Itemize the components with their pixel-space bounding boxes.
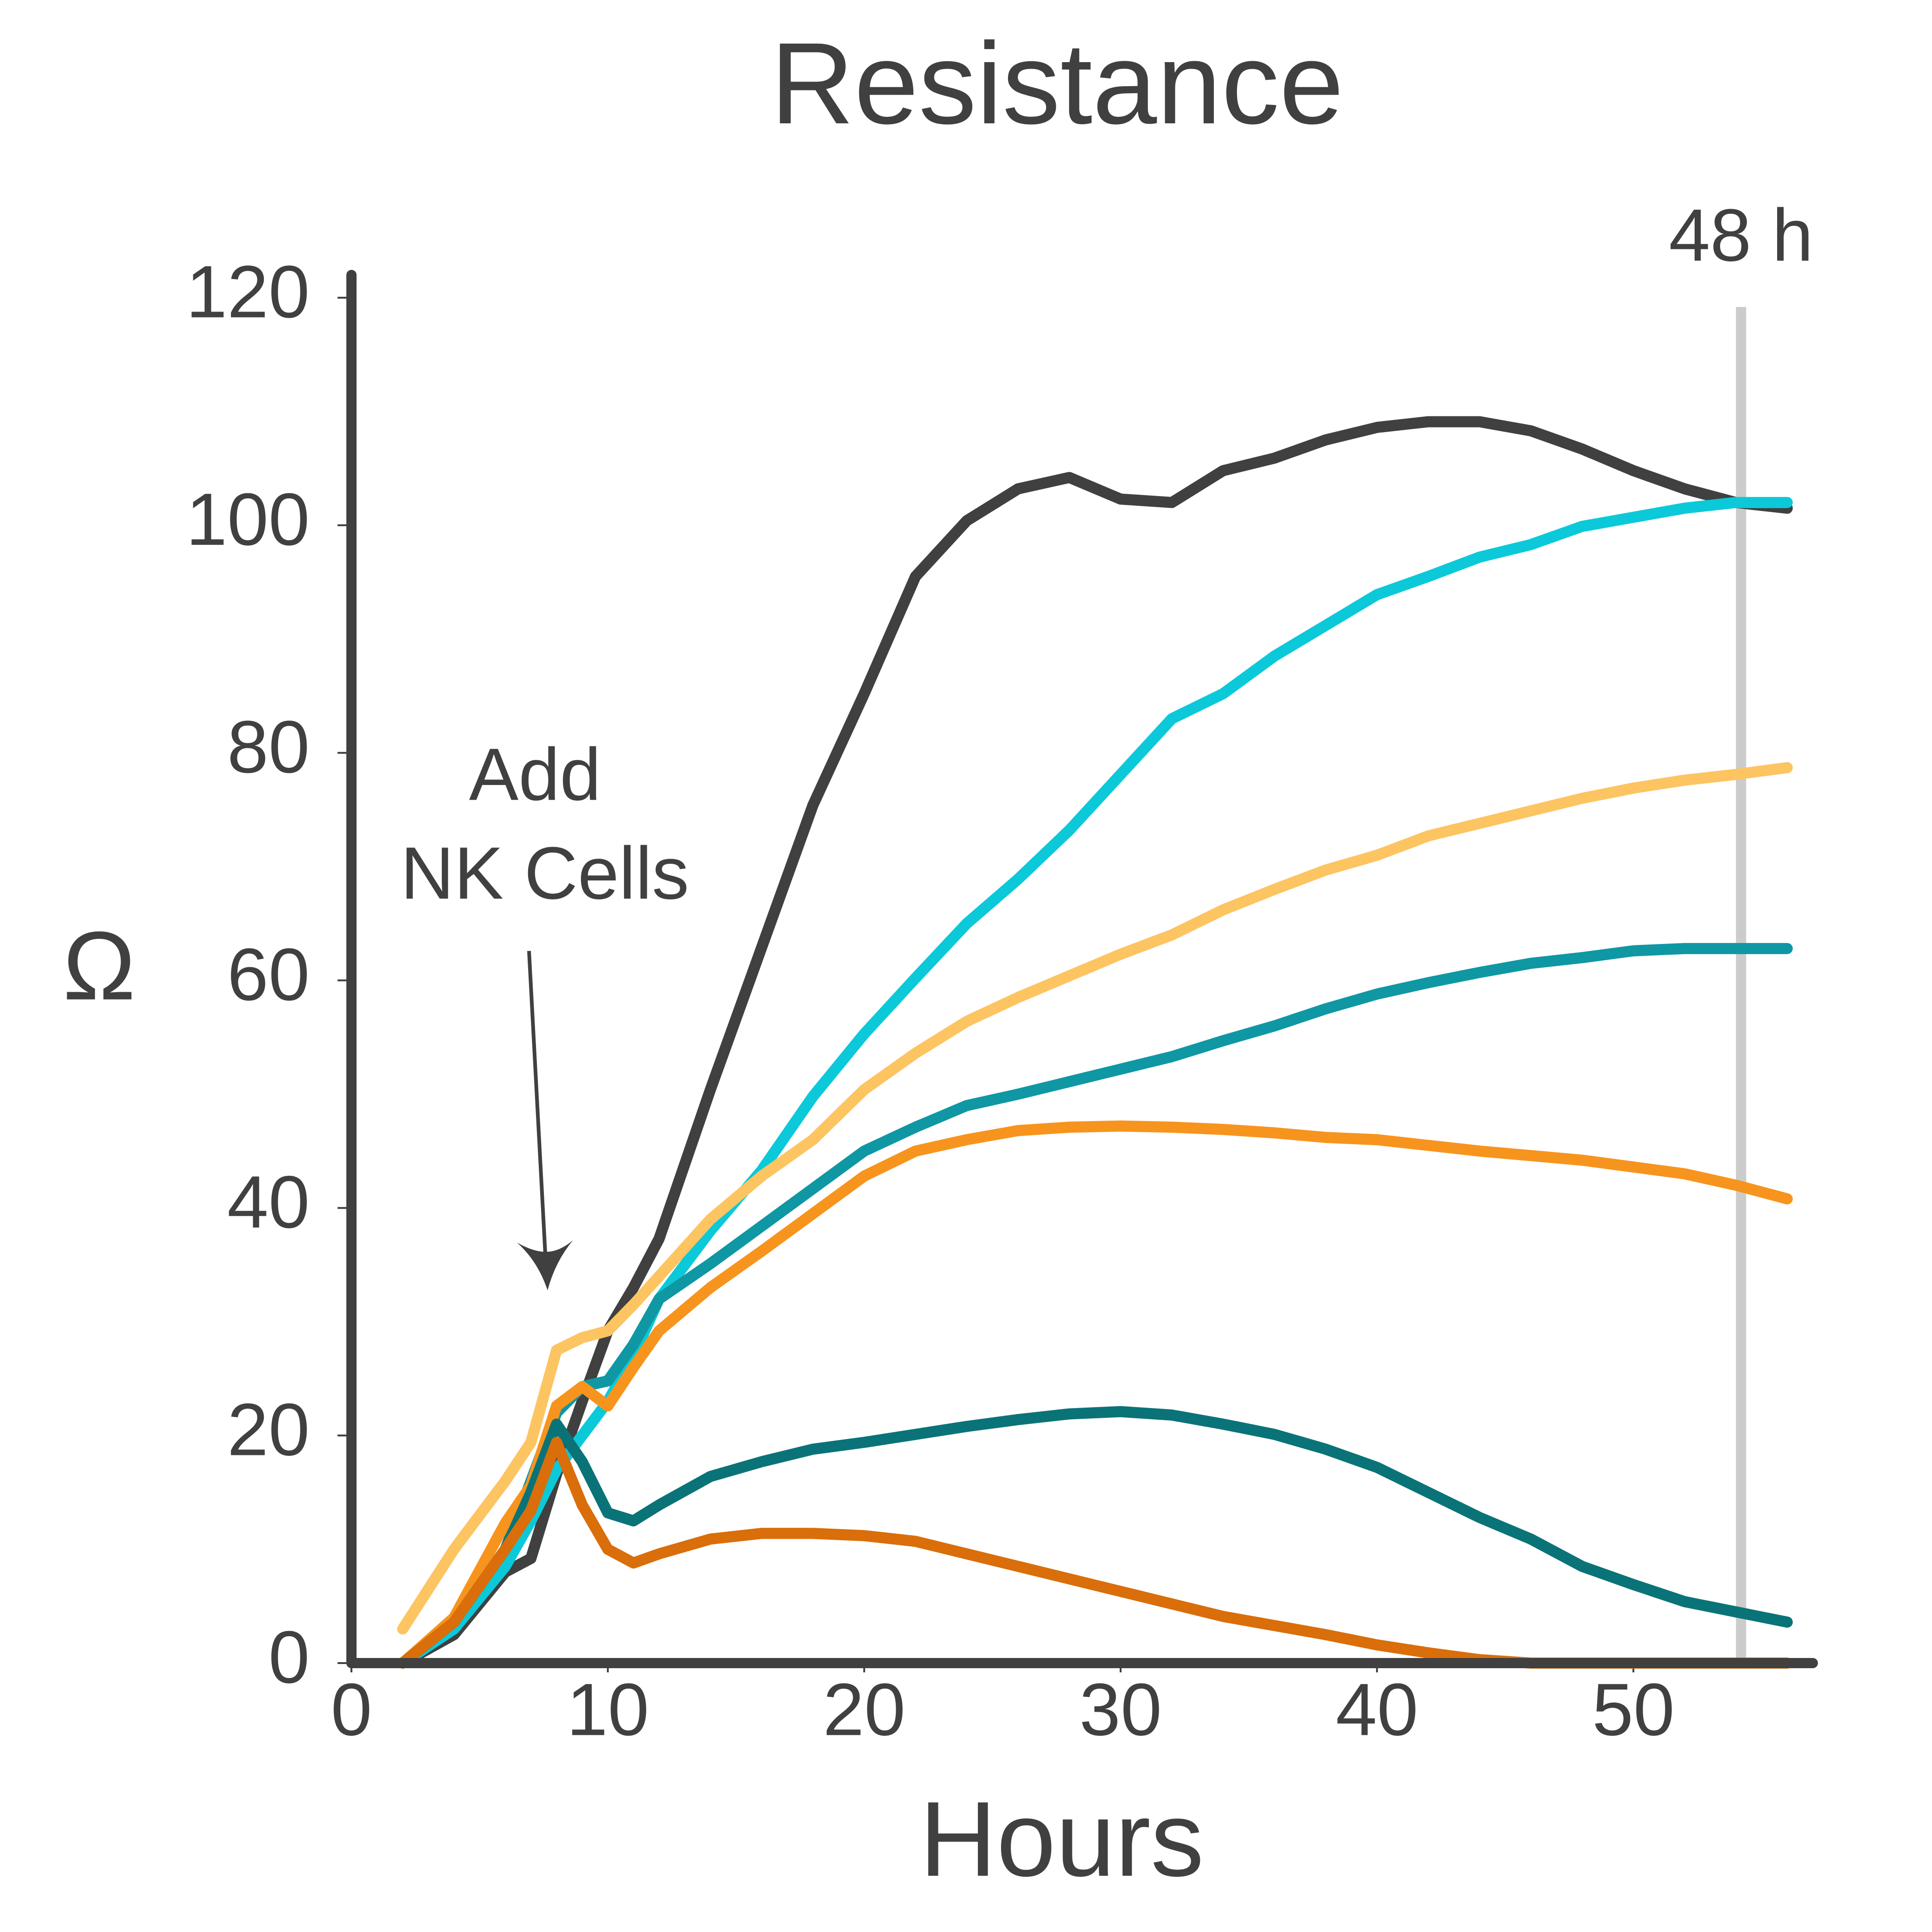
x-tick-label: 10: [567, 1668, 649, 1751]
series-line: [397, 1436, 1793, 1669]
y-tick-label: 60: [227, 933, 310, 1016]
y-tick-label: 120: [186, 250, 310, 333]
x-tick-label: 40: [1336, 1668, 1418, 1751]
y-tick-label: 40: [227, 1160, 310, 1243]
y-tick-label: 20: [227, 1388, 310, 1471]
y-tick-label: 80: [227, 705, 310, 788]
series-line: [397, 1406, 1793, 1669]
series-line: [397, 1120, 1793, 1669]
x-tick-label: 30: [1079, 1668, 1162, 1751]
annotation-text: Add: [469, 733, 601, 816]
y-tick-label: 0: [268, 1615, 310, 1698]
annotation-arrow: [527, 950, 548, 1271]
chart-title: Resistance: [771, 19, 1344, 148]
y-axis-label: Ω: [63, 911, 136, 1020]
y-tick-label: 100: [186, 478, 310, 561]
annotation-text: NK Cells: [401, 831, 689, 914]
x-tick-label: 50: [1592, 1668, 1675, 1751]
series-line: [397, 416, 1793, 1669]
x-tick-label: 20: [823, 1668, 905, 1751]
x-axis-label: Hours: [919, 1779, 1204, 1899]
reference-label: 48 h: [1669, 193, 1813, 276]
series-line: [397, 497, 1793, 1669]
x-tick-label: 0: [331, 1668, 372, 1751]
series-line: [397, 762, 1793, 1635]
arrow-head: [517, 1240, 573, 1290]
